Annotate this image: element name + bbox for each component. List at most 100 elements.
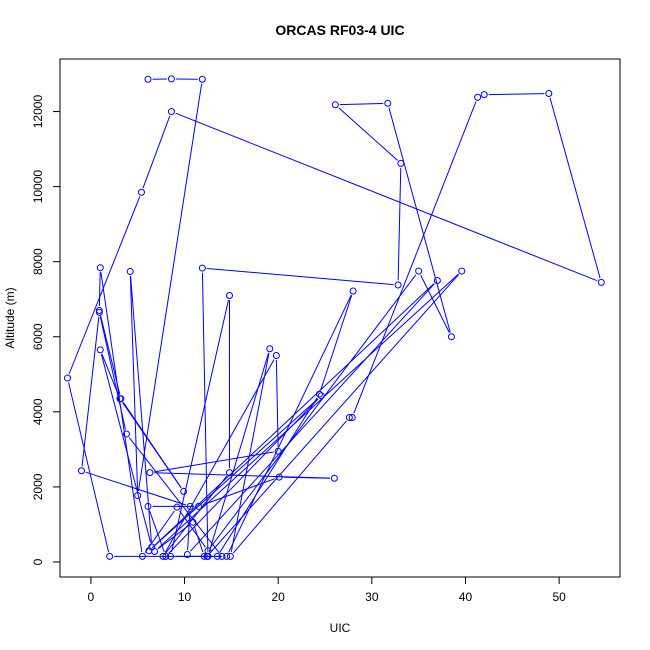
series-line-segment <box>137 83 203 492</box>
data-point <box>189 518 197 526</box>
data-point <box>126 267 134 275</box>
data-point <box>331 101 339 109</box>
data-point <box>96 264 104 272</box>
series-line-segment <box>128 437 220 554</box>
x-tick-label: 40 <box>459 590 473 604</box>
data-point <box>203 552 211 560</box>
series-line-segment <box>232 420 347 554</box>
data-point <box>159 552 167 560</box>
data-point <box>200 552 208 560</box>
series-line-segment <box>353 101 477 414</box>
data-point <box>218 552 226 560</box>
series-line-segment <box>339 102 384 106</box>
data-point <box>180 487 188 495</box>
series-line-segment <box>338 107 398 161</box>
data-point <box>480 91 488 99</box>
data-point <box>317 392 325 400</box>
data-point <box>447 333 455 341</box>
data-point <box>78 467 86 475</box>
data-point <box>137 188 145 196</box>
series-line-segment <box>488 93 545 96</box>
plot-area <box>63 75 605 560</box>
data-point <box>173 503 181 511</box>
series-line-segment <box>81 316 100 467</box>
data-point <box>117 395 125 403</box>
series-line-segment <box>100 354 152 543</box>
y-tick-label: 12000 <box>31 95 45 129</box>
series-line-segment <box>283 476 330 479</box>
series-line-segment <box>549 97 601 279</box>
x-tick-label: 30 <box>365 590 379 604</box>
data-point <box>186 502 194 510</box>
x-tick-label: 0 <box>88 590 95 604</box>
data-point <box>349 287 357 295</box>
y-tick-label: 4000 <box>31 398 45 425</box>
series-line-segment <box>397 167 402 281</box>
series-line-segment <box>171 299 229 553</box>
series-line-segment <box>130 275 152 543</box>
data-point <box>266 345 274 353</box>
data-point <box>384 99 392 107</box>
series-line-segment <box>68 196 141 375</box>
data-point <box>225 291 233 299</box>
data-point <box>272 352 280 360</box>
data-point <box>415 267 423 275</box>
data-point <box>345 413 353 421</box>
data-point <box>106 552 114 560</box>
series-line-segment <box>210 274 417 548</box>
data-point <box>348 413 356 421</box>
data-point <box>433 276 441 284</box>
data-point <box>394 281 402 289</box>
series-line-segment <box>157 524 190 550</box>
series-line-segment <box>151 398 319 549</box>
data-point <box>274 447 282 455</box>
data-point <box>95 306 103 314</box>
y-tick-label: 2000 <box>31 473 45 500</box>
x-tick-label: 20 <box>272 590 286 604</box>
y-tick-label: 6000 <box>31 323 45 350</box>
series-line-segment <box>230 353 270 553</box>
x-tick-label: 10 <box>178 590 192 604</box>
series-line-segment <box>85 471 187 506</box>
series-line-segment <box>99 316 126 430</box>
chart-title: ORCAS RF03-4 UIC <box>275 22 404 38</box>
series-line-segment <box>190 283 435 552</box>
data-point <box>226 552 234 560</box>
data-point <box>545 90 553 98</box>
y-tick-label: 10000 <box>31 170 45 204</box>
data-point <box>225 469 233 477</box>
data-point <box>167 75 175 83</box>
data-point <box>122 430 130 438</box>
series-line-segment <box>193 526 204 553</box>
data-point <box>134 492 142 500</box>
series-line-segment <box>219 397 318 553</box>
data-point <box>597 278 605 286</box>
data-point <box>183 550 191 558</box>
y-axis-label: Altitude (m) <box>3 287 17 348</box>
series-line-segment <box>98 272 101 307</box>
data-point <box>198 264 206 272</box>
data-point <box>146 469 154 477</box>
data-point <box>151 547 159 555</box>
series-line-segment <box>209 274 460 554</box>
data-point <box>167 552 175 560</box>
data-point <box>330 474 338 482</box>
series-line-segment <box>142 115 171 189</box>
data-point <box>63 374 71 382</box>
data-point <box>95 308 103 316</box>
data-point <box>223 552 231 560</box>
series-line-segment <box>101 353 119 395</box>
series-line-segment <box>175 112 598 282</box>
data-point <box>315 390 323 398</box>
data-point <box>275 473 283 481</box>
series-line-segment <box>154 451 274 473</box>
series-line-segment <box>320 295 353 391</box>
x-axis: 0 10 20 30 40 50 <box>88 576 566 604</box>
y-tick-label: 8000 <box>31 248 45 275</box>
x-tick-label: 50 <box>552 590 566 604</box>
data-point <box>458 267 466 275</box>
y-axis: 0 2000 4000 6000 8000 10000 12000 <box>31 95 61 565</box>
y-tick-label: 0 <box>31 558 45 565</box>
data-point <box>397 159 405 167</box>
x-axis-label: UIC <box>330 621 351 635</box>
